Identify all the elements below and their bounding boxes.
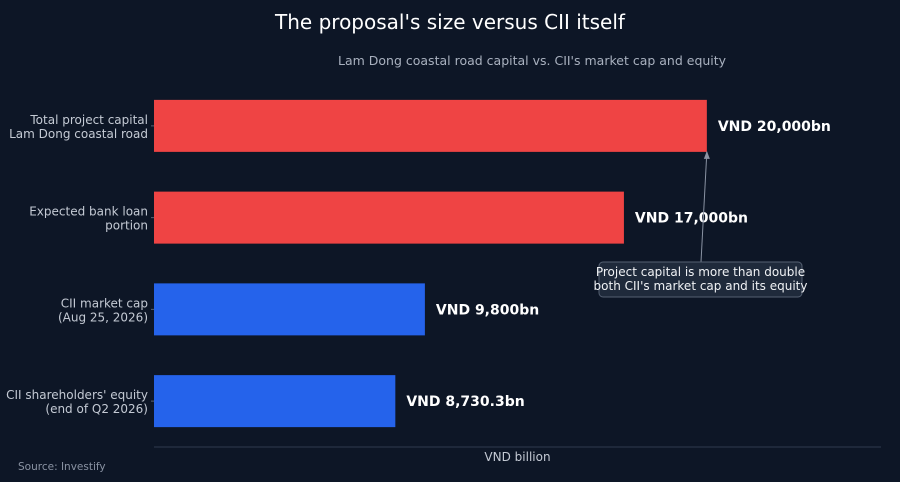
category-label-1: Total project capital Lam Dong coastal ro… xyxy=(9,113,148,141)
value-label-1: VND 20,000bn xyxy=(718,119,831,135)
bar-3 xyxy=(154,283,425,336)
bar-2 xyxy=(154,191,624,244)
annotation-arrowhead xyxy=(703,150,710,159)
chart-subtitle: Lam Dong coastal road capital vs. CII's … xyxy=(338,53,727,68)
value-label-4: VND 8,730.3bn xyxy=(406,394,524,410)
value-label-2: VND 17,000bn xyxy=(635,211,748,227)
bar-1 xyxy=(154,99,707,152)
chart-title: The proposal's size versus CII itself xyxy=(275,10,625,34)
annotation-text: Project capital is more than double both … xyxy=(594,265,808,293)
x-axis-title: VND billion xyxy=(484,450,550,464)
bar-4 xyxy=(154,375,396,428)
category-label-2: Expected bank loan portion xyxy=(29,205,148,233)
annotation-box xyxy=(598,261,803,298)
category-label-3: CII market cap (Aug 25, 2026) xyxy=(58,296,148,324)
annotation-arrow xyxy=(700,151,708,263)
value-label-3: VND 9,800bn xyxy=(436,302,539,318)
category-label-4: CII shareholders' equity (end of Q2 2026) xyxy=(6,388,148,416)
source-note: Source: Investify xyxy=(18,461,106,473)
